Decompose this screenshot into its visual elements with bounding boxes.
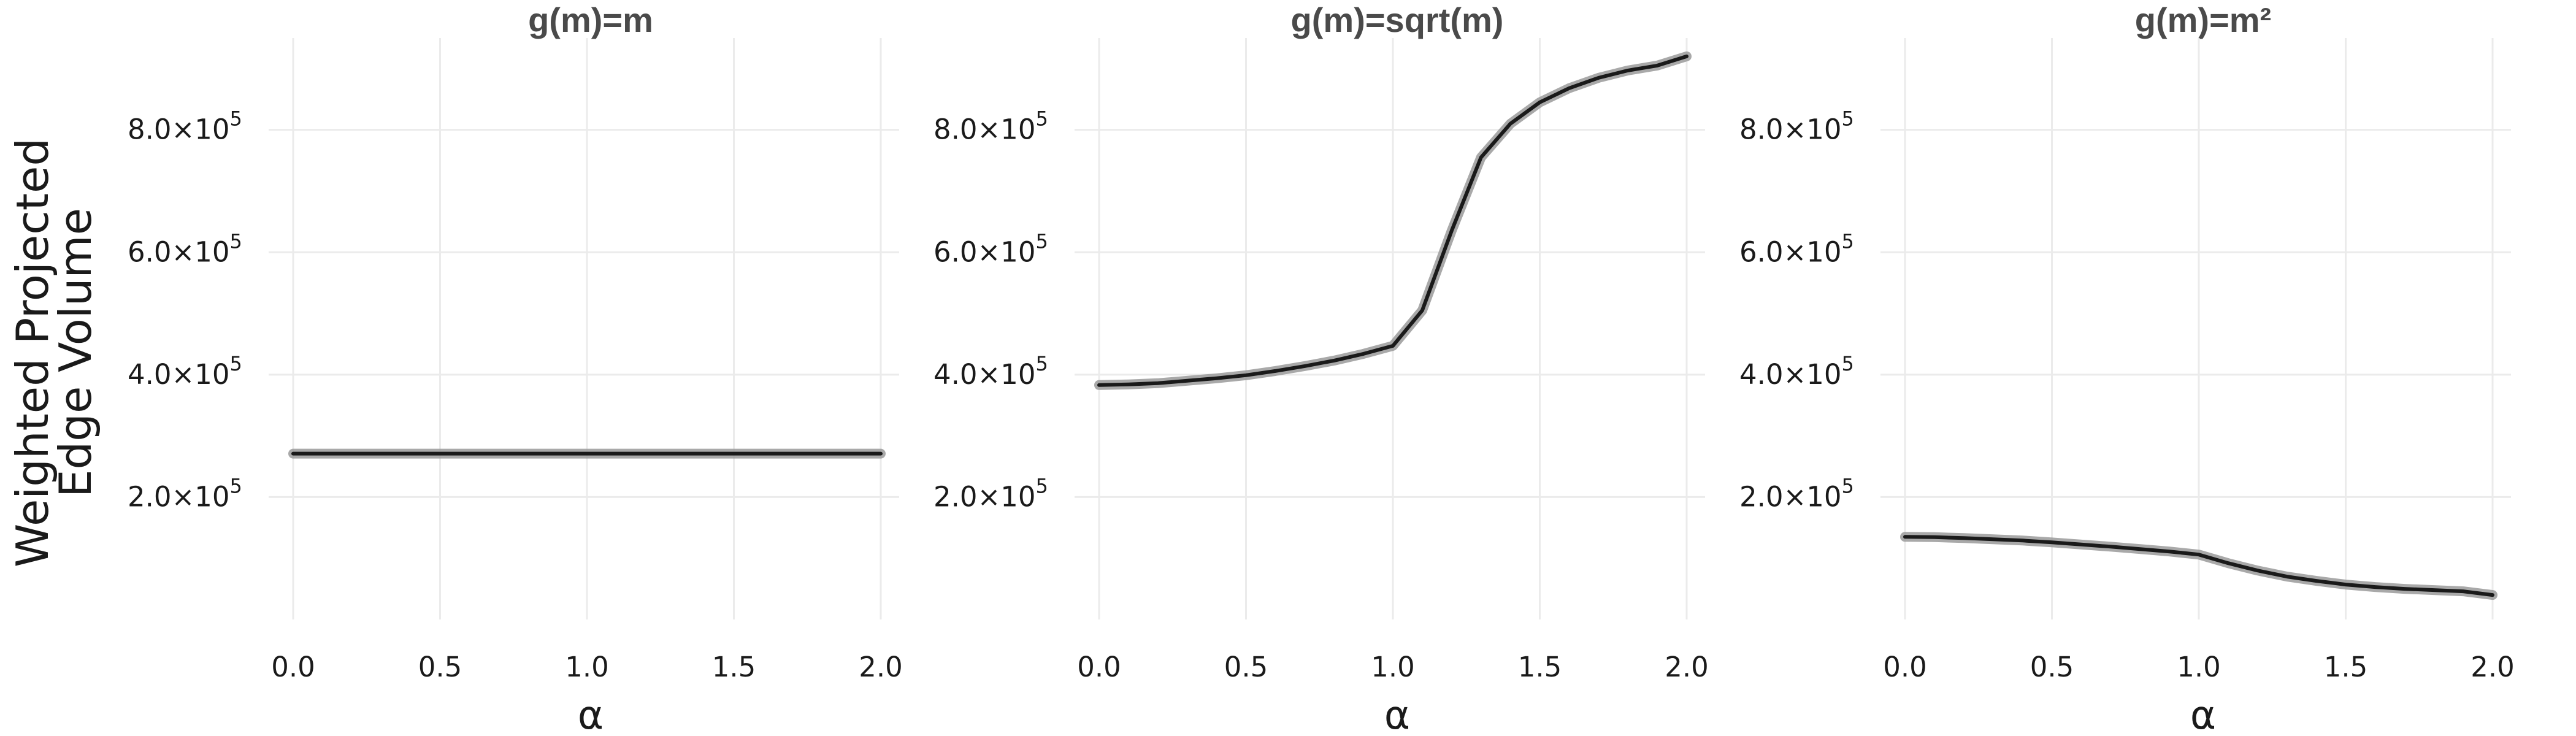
y-tick-label: 8.0×105 xyxy=(128,107,242,146)
x-tick-label: 0.5 xyxy=(2030,651,2074,683)
panel-g-m-equals-m-squared: g(m)=m² α 0.0 0.5 1.0 1.5 2.0 2.0×105 4.0×105 6… xyxy=(1739,1,2515,736)
y-axis-title-line-2: Edge Volume xyxy=(50,208,101,497)
x-tick-label: 1.5 xyxy=(1518,651,1562,683)
x-axis-title: α xyxy=(2190,693,2216,736)
x-tick-label: 1.0 xyxy=(2177,651,2221,683)
x-tick-label: 0.5 xyxy=(1224,651,1268,683)
x-tick-label: 1.0 xyxy=(565,651,609,683)
y-tick-label: 8.0×105 xyxy=(1739,107,1854,146)
x-tick-label: 1.5 xyxy=(712,651,756,683)
y-axis-title-line-1: Weighted Projected xyxy=(7,138,58,567)
y-tick-label: 6.0×105 xyxy=(1739,229,1854,268)
panel-g-m-equals-sqrt-m: g(m)=sqrt(m) α 0.0 0.5 1.0 1.5 2.0 2.0×105 4.0… xyxy=(933,1,1709,736)
x-tick-label: 2.0 xyxy=(1665,651,1709,683)
panel-title: g(m)=m² xyxy=(2135,1,2271,39)
x-tick-label: 2.0 xyxy=(859,651,903,683)
y-tick-label: 2.0×105 xyxy=(1739,474,1854,513)
y-tick-label: 4.0×105 xyxy=(128,352,242,391)
panel-g-m-equals-m: g(m)=m α 0.0 0.5 1.0 1.5 2.0 2.0×105 4.0×105 6.… xyxy=(128,1,903,736)
x-tick-label: 2.0 xyxy=(2471,651,2515,683)
series-line xyxy=(1903,535,2494,597)
x-tick-label: 0.5 xyxy=(418,651,462,683)
x-axis-title: α xyxy=(578,693,604,736)
panel-title: g(m)=sqrt(m) xyxy=(1291,1,1504,39)
x-tick-label: 0.0 xyxy=(271,651,315,683)
y-tick-label: 8.0×105 xyxy=(933,107,1048,146)
y-tick-label: 2.0×105 xyxy=(933,474,1048,513)
shared-y-axis-title: Weighted Projected Edge Volume xyxy=(7,138,101,567)
x-tick-label: 1.0 xyxy=(1371,651,1415,683)
gridlines xyxy=(269,38,899,619)
y-tick-label: 4.0×105 xyxy=(1739,352,1854,391)
gridlines xyxy=(1880,38,2511,619)
y-tick-label: 4.0×105 xyxy=(933,352,1048,391)
x-axis-title: α xyxy=(1384,693,1410,736)
gridlines xyxy=(1075,38,1705,619)
series-line xyxy=(1097,54,1689,387)
y-tick-label: 6.0×105 xyxy=(933,229,1048,268)
x-tick-label: 0.0 xyxy=(1883,651,1927,683)
y-tick-label: 6.0×105 xyxy=(128,229,242,268)
x-tick-label: 0.0 xyxy=(1077,651,1121,683)
x-tick-label: 1.5 xyxy=(2324,651,2368,683)
y-tick-label: 2.0×105 xyxy=(128,474,242,513)
panel-title: g(m)=m xyxy=(528,1,653,39)
